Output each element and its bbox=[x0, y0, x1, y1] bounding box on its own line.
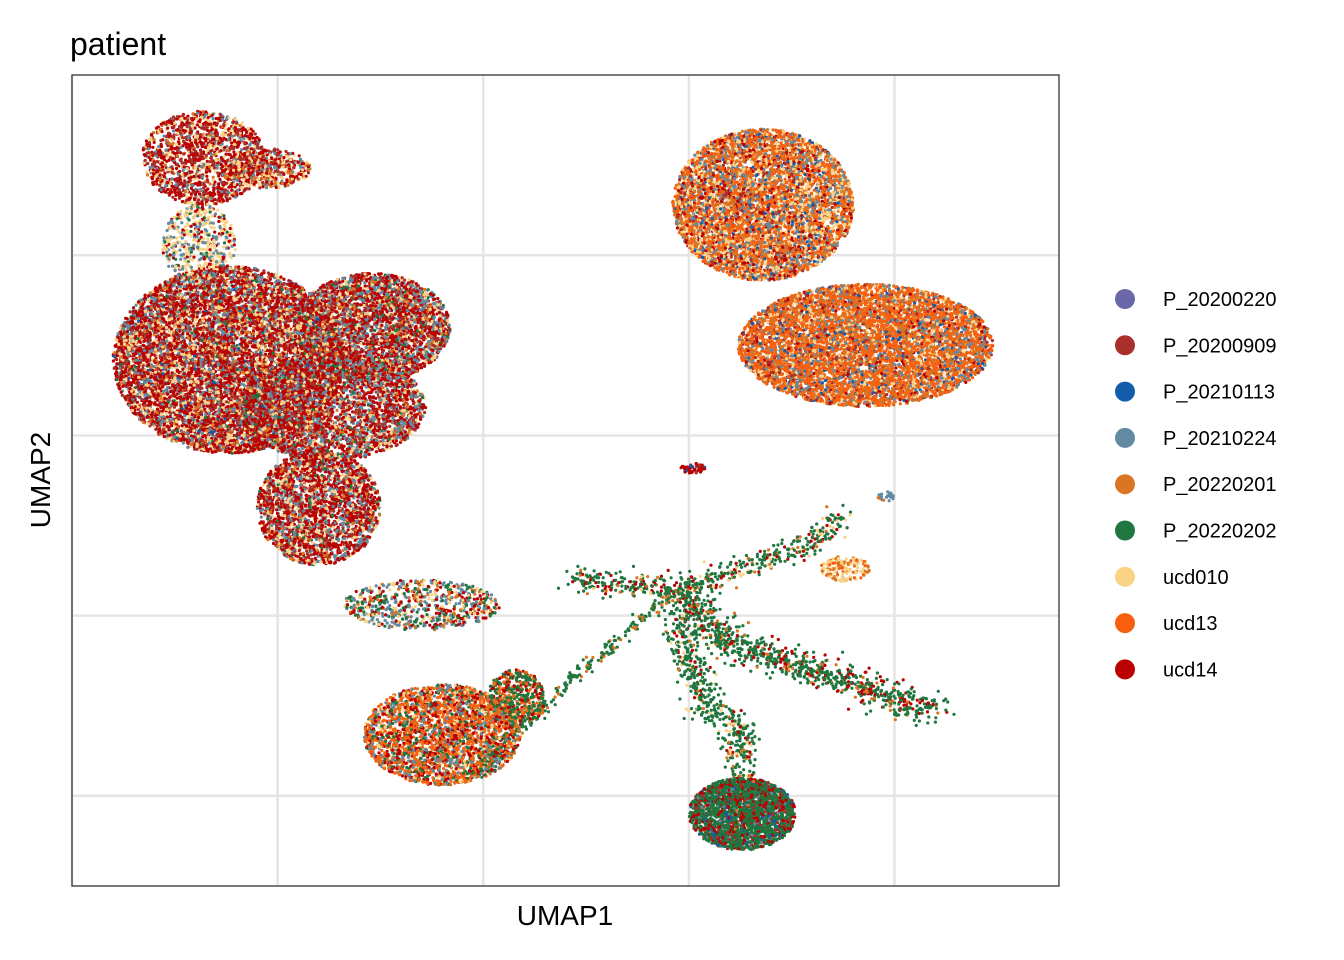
scatter-point bbox=[759, 661, 763, 666]
scatter-point bbox=[844, 377, 848, 381]
scatter-point bbox=[874, 676, 879, 680]
scatter-point bbox=[142, 339, 146, 343]
scatter-point bbox=[196, 205, 200, 209]
scatter-point bbox=[881, 683, 885, 687]
scatter-point bbox=[271, 541, 276, 546]
scatter-point bbox=[663, 617, 668, 622]
scatter-point bbox=[695, 633, 699, 637]
scatter-points bbox=[111, 109, 995, 852]
scatter-point bbox=[426, 584, 430, 589]
scatter-point bbox=[768, 676, 772, 680]
scatter-point bbox=[831, 526, 835, 530]
scatter-point bbox=[575, 572, 579, 576]
chart-title: patient bbox=[70, 26, 166, 62]
scatter-point bbox=[677, 659, 682, 663]
scatter-point bbox=[432, 694, 436, 698]
scatter-point bbox=[918, 701, 922, 705]
scatter-point bbox=[689, 707, 694, 711]
scatter-point bbox=[731, 631, 735, 635]
scatter-point bbox=[805, 543, 809, 547]
scatter-point bbox=[742, 759, 746, 763]
scatter-point bbox=[428, 623, 432, 627]
scatter-point bbox=[712, 615, 716, 619]
scatter-point bbox=[657, 610, 661, 615]
scatter-point bbox=[356, 415, 361, 419]
scatter-point bbox=[161, 251, 165, 255]
scatter-point bbox=[772, 385, 776, 389]
scatter-point bbox=[205, 159, 209, 163]
scatter-point bbox=[213, 230, 217, 234]
scatter-point bbox=[682, 716, 686, 721]
scatter-point bbox=[216, 208, 220, 212]
scatter-point bbox=[408, 779, 412, 783]
scatter-point bbox=[439, 596, 443, 600]
scatter-point bbox=[708, 665, 712, 670]
scatter-point bbox=[172, 215, 176, 219]
scatter-point bbox=[700, 675, 705, 679]
scatter-point bbox=[702, 560, 706, 564]
plot-area bbox=[70, 74, 1060, 887]
scatter-point bbox=[489, 608, 493, 612]
scatter-point bbox=[936, 689, 940, 693]
scatter-point bbox=[581, 658, 585, 662]
scatter-point bbox=[438, 581, 442, 585]
scatter-point bbox=[614, 588, 618, 592]
scatter-point bbox=[752, 764, 756, 768]
scatter-point bbox=[167, 264, 171, 268]
scatter-point bbox=[780, 541, 784, 546]
scatter-point bbox=[186, 114, 190, 118]
scatter-point bbox=[760, 558, 764, 562]
scatter-point bbox=[676, 680, 680, 684]
scatter-point bbox=[599, 659, 603, 663]
scatter-point bbox=[328, 429, 332, 433]
scatter-point bbox=[742, 712, 747, 716]
scatter-point bbox=[374, 450, 378, 454]
scatter-point bbox=[719, 622, 723, 626]
scatter-point bbox=[813, 549, 817, 553]
scatter-point bbox=[700, 602, 704, 606]
scatter-point bbox=[409, 432, 413, 436]
scatter-point bbox=[551, 698, 556, 702]
scatter-point bbox=[841, 650, 845, 654]
scatter-point bbox=[428, 589, 433, 594]
scatter-point bbox=[576, 564, 580, 569]
scatter-point bbox=[377, 726, 382, 730]
scatter-point bbox=[187, 218, 191, 222]
scatter-point bbox=[817, 246, 821, 250]
scatter-point bbox=[725, 756, 729, 760]
scatter-point bbox=[848, 510, 853, 514]
scatter-point bbox=[844, 557, 848, 561]
scatter-point bbox=[726, 616, 730, 620]
scatter-point bbox=[677, 645, 681, 649]
scatter-point bbox=[825, 505, 829, 509]
scatter-point bbox=[758, 549, 762, 554]
scatter-point bbox=[693, 676, 697, 680]
scatter-point bbox=[746, 634, 750, 638]
